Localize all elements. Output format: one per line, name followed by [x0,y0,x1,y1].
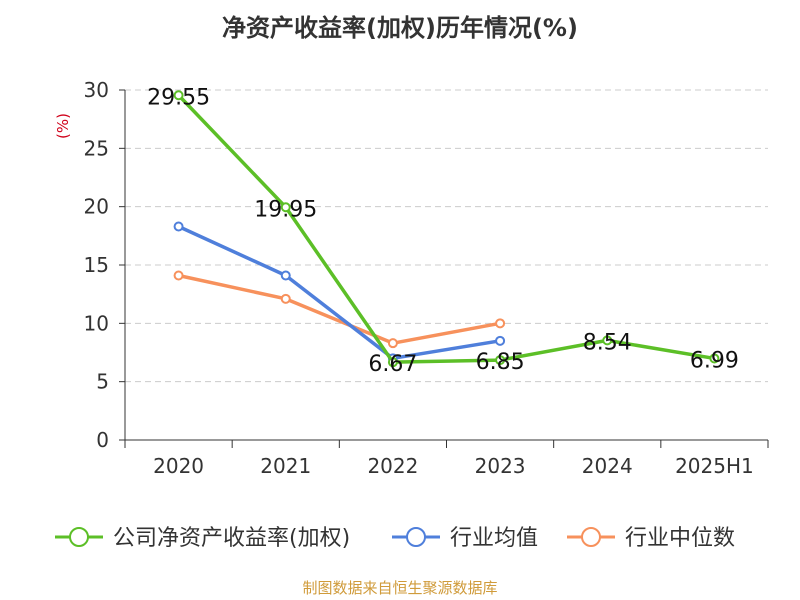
data-point-avg [495,335,506,346]
data-label: 6.85 [476,350,525,375]
data-point-avg [173,221,184,232]
data-point-median [173,270,184,281]
legend-label: 行业中位数 [625,526,735,551]
x-tick-label: 2020 [153,454,204,478]
data-label: 19.95 [254,197,317,222]
data-point-company [387,357,398,368]
legend-label: 行业均值 [450,526,538,551]
data-label: 29.55 [147,85,210,110]
legend-marker [581,527,601,547]
series-line-median [176,273,502,345]
y-tick-label: 15 [84,253,109,277]
x-tick-label: 2022 [367,454,418,478]
x-tick-label: 2023 [475,454,526,478]
y-tick-label: 5 [96,370,109,394]
y-tick-label: 0 [96,428,109,452]
data-point-median [280,293,291,304]
chart-title: 净资产收益率(加权)历年情况(%) [222,14,578,42]
data-point-company [709,353,720,364]
data-point-avg [280,270,291,281]
legend-marker [406,527,426,547]
x-tick-label: 2025H1 [675,454,754,478]
x-tick-label: 2021 [260,454,311,478]
series-line-avg [176,224,502,361]
data-point-company [280,202,291,213]
data-label: 6.99 [690,348,739,373]
x-tick-label: 2024 [582,454,633,478]
y-tick-label: 25 [84,136,109,160]
data-label: 6.67 [368,352,417,377]
y-axis-label: (%) [54,113,72,139]
data-point-company [173,90,184,101]
data-point-median [495,318,506,329]
source-note: 制图数据来自恒生聚源数据库 [302,579,498,597]
data-point-median [387,338,398,349]
y-tick-label: 10 [84,311,109,335]
legend-label: 公司净资产收益率(加权) [113,526,350,551]
data-point-company [602,335,613,346]
data-point-company [495,355,506,366]
y-tick-label: 20 [84,195,109,219]
series-line-company [176,93,717,364]
data-label: 8.54 [583,330,632,355]
legend-marker [69,527,89,547]
y-tick-label: 30 [84,78,109,102]
